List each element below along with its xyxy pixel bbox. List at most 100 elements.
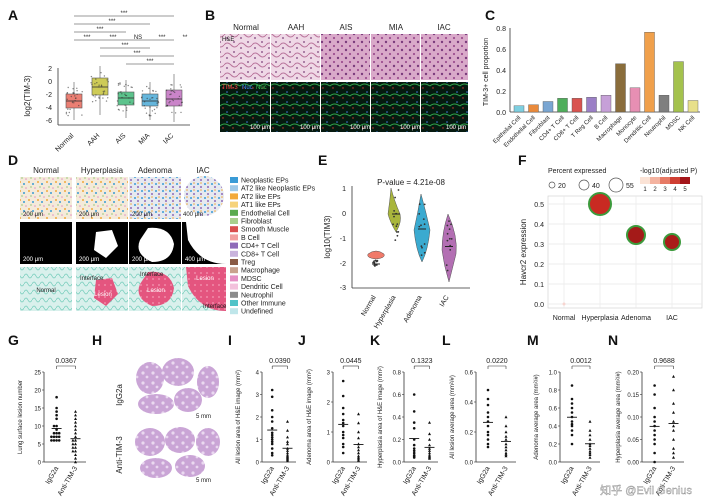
data-point (55, 406, 58, 410)
jitter-point (95, 78, 97, 80)
data-point (588, 451, 592, 455)
data-point (55, 410, 58, 413)
jitter-point (81, 91, 83, 93)
y-tick-label: 0.05 (627, 438, 639, 444)
data-point (570, 424, 574, 428)
data-point (74, 435, 77, 438)
jitter-point (81, 114, 83, 116)
sig-label: *** (121, 43, 129, 49)
jitter-point (66, 98, 68, 101)
he-image (321, 34, 370, 80)
jitter-point (73, 102, 75, 104)
y-tick-label: 1 (342, 186, 346, 193)
col-header: IAC (437, 23, 451, 32)
data-point (341, 442, 345, 446)
x-tick-label: IgG2a (45, 465, 61, 485)
y-axis-label: All lesion average area (mm²/#) (450, 375, 456, 459)
y-tick-label: 0.6 (496, 47, 506, 54)
data-point (588, 428, 592, 432)
panel-label-d: D (8, 152, 18, 168)
y-tick-label: 25 (34, 371, 41, 377)
jitter-point (149, 106, 151, 108)
data-point (412, 451, 416, 455)
size-legend-title: Percent expressed (548, 168, 606, 175)
x-tick-label: MIA (138, 132, 152, 146)
y-tick-label: 0.00 (627, 461, 639, 467)
point (394, 196, 396, 199)
data-point (52, 435, 56, 439)
data-point (270, 409, 274, 412)
y-tick-label: 0.4 (549, 425, 558, 431)
data-point (653, 438, 656, 441)
p-value: 0.0390 (269, 358, 291, 365)
data-point (412, 421, 416, 424)
jitter-point (157, 100, 159, 103)
sig-label: *** (108, 19, 116, 25)
y-tick-label: -2 (340, 261, 346, 268)
jitter-point (121, 96, 123, 99)
data-point (653, 442, 656, 446)
data-point (588, 446, 592, 450)
data-point (357, 458, 360, 462)
x-tick-label: IgG2a (643, 465, 659, 485)
data-point (357, 421, 360, 425)
data-point (504, 434, 508, 438)
data-point (570, 406, 574, 410)
col-header: Adenoma (138, 166, 173, 175)
data-point (52, 424, 56, 428)
point (449, 249, 452, 251)
jitter-point (125, 94, 128, 97)
spatial-map (184, 176, 224, 216)
data-point (486, 433, 490, 437)
size-legend-dot (578, 179, 590, 191)
data-point (570, 429, 574, 432)
y-tick-label: 0.10 (627, 416, 639, 422)
scale-bar-label: 5 mm (196, 478, 211, 484)
data-point (357, 412, 360, 416)
data-point (504, 437, 508, 441)
data-point (504, 442, 508, 446)
scale-bar-label: 100 μm (350, 125, 370, 131)
point (450, 223, 452, 226)
jitter-point (141, 90, 144, 92)
color-legend-bar (670, 177, 680, 184)
jitter-point (102, 90, 105, 93)
jitter-point (76, 90, 78, 92)
violin-normal (367, 250, 385, 260)
dot-hyperplasia (588, 192, 612, 216)
jitter-point (180, 86, 182, 88)
point (420, 254, 423, 256)
data-point (71, 438, 75, 442)
if-image (321, 82, 370, 132)
data-point (486, 442, 490, 446)
jitter-point (119, 83, 121, 85)
jitter-point (174, 112, 177, 114)
data-point (588, 437, 592, 441)
jitter-point (106, 79, 108, 81)
bar-endothelial-cell (528, 104, 539, 113)
data-point (55, 431, 58, 435)
data-point (672, 388, 675, 392)
panel-label-f: F (518, 152, 527, 168)
point (423, 203, 426, 206)
bar-t-reg-cell (586, 97, 597, 113)
panel-a-boxplot: 2 0 -2 -4 -6 log2(TIM-3) (23, 11, 190, 153)
p-value: 0.0367 (55, 358, 77, 365)
y-tick-label: 15 (34, 407, 41, 413)
point (420, 224, 422, 227)
data-point (504, 452, 508, 456)
data-point (74, 446, 77, 449)
jitter-point (178, 104, 180, 106)
data-point (57, 439, 61, 442)
data-point (341, 412, 345, 416)
data-point (504, 430, 508, 434)
bar-dendritic-cell (644, 32, 655, 113)
jitter-point (66, 92, 69, 94)
legend-label: Neoplastic EPs (241, 178, 289, 185)
point (423, 251, 426, 254)
if-image (421, 82, 468, 132)
box (91, 77, 109, 96)
data-point (55, 424, 58, 428)
y-tick-label: 0.6 (549, 407, 558, 413)
data-point (55, 435, 58, 439)
